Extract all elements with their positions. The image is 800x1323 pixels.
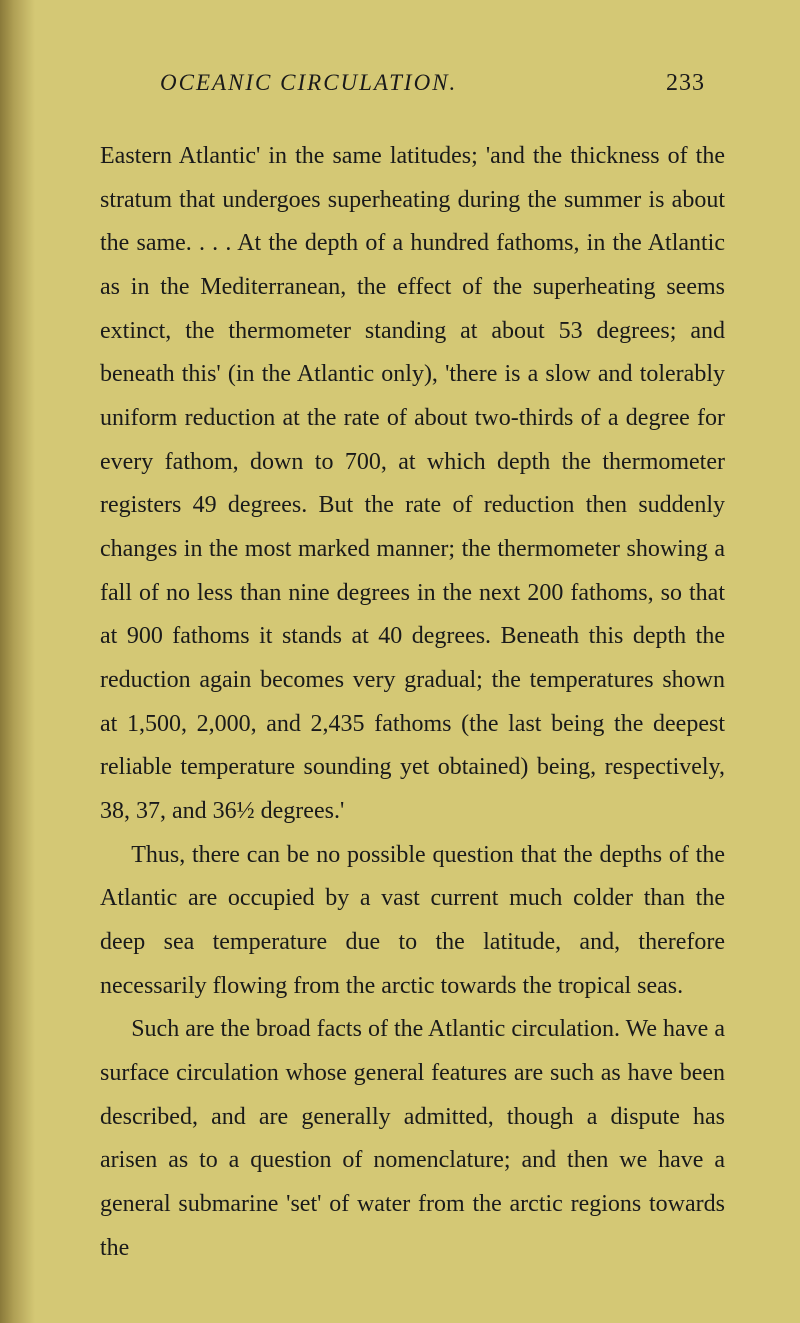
- page-number: 233: [666, 70, 705, 97]
- page-header: OCEANIC CIRCULATION. 233: [100, 70, 725, 97]
- paragraph-1: Eastern Atlantic' in the same latitudes;…: [100, 135, 725, 834]
- running-title: OCEANIC CIRCULATION.: [160, 70, 457, 96]
- paragraph-2: Thus, there can be no possible question …: [100, 834, 725, 1009]
- body-text: Eastern Atlantic' in the same latitudes;…: [100, 135, 725, 1270]
- paragraph-3: Such are the broad facts of the Atlantic…: [100, 1008, 725, 1270]
- page-container: OCEANIC CIRCULATION. 233 Eastern Atlanti…: [0, 0, 800, 1323]
